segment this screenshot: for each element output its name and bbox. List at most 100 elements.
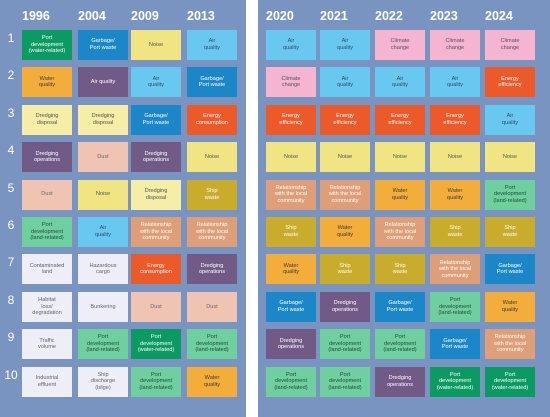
cell-label: Relationship with the local community — [438, 259, 472, 279]
cell-label: Dredging operations — [198, 262, 226, 276]
cell-label: Port development (land-related) — [328, 371, 362, 391]
cell-label: Water quality — [391, 188, 409, 201]
cell-noise-2013-rank-4: Noise — [187, 142, 237, 173]
cell-noise-2009-rank-1: Noise — [131, 30, 181, 60]
cell-air-2020-rank-1: Air quality — [266, 30, 316, 60]
cell-relationship-2009-rank-6: Relationship with the local community — [131, 217, 181, 247]
cell-label: Dust — [41, 191, 53, 198]
cell-energy-cons-2009-rank-7: Energy consumption — [131, 254, 181, 285]
cell-climate-2020-rank-2: Climate change — [266, 67, 316, 98]
cell-label: Port development (land-related) — [139, 371, 173, 391]
cell-label: Air quality — [446, 75, 464, 89]
cell-label: Water quality — [446, 188, 464, 201]
cell-label: Port development (water-related) — [491, 371, 529, 391]
cell-energy-cons-2013-rank-3: Energy consumption — [187, 104, 237, 135]
cell-dust-2009-rank-8: Dust — [131, 291, 181, 322]
cell-air-2004-rank-6: Air quality — [78, 217, 128, 247]
cell-label: Air quality — [147, 75, 165, 89]
cell-dredging-ops-2013-rank-7: Dredging operations — [187, 254, 237, 285]
cell-relationship-2020-rank-5: Relationship with the local community — [266, 179, 316, 210]
cell-label: Ship waste — [392, 262, 408, 276]
cell-air-2021-rank-2: Air quality — [320, 67, 370, 98]
cell-port-dev-water-1996-rank-1: Port development (water-related) — [22, 30, 72, 60]
cell-climate-2022-rank-1: Climate change — [375, 30, 425, 60]
cell-port-dev-land-2021-rank-10: Port development (land-related) — [320, 366, 370, 397]
rank-label-5: 5 — [7, 180, 15, 195]
rank-label-4: 4 — [7, 143, 15, 158]
cell-label: Hazardous cargo — [89, 262, 117, 276]
cell-label: Relationship with the local community — [328, 184, 362, 204]
cell-port-dev-land-2023-rank-8: Port development (land-related) — [430, 291, 480, 322]
cell-port-dev-land-2021-rank-9: Port development (land-related) — [320, 329, 370, 360]
cell-label: Water quality — [203, 375, 221, 388]
cell-air-2022-rank-2: Air quality — [375, 67, 425, 98]
cell-garbage-2023-rank-9: Garbage/ Port waste — [430, 329, 480, 360]
cell-label: Dust — [150, 303, 162, 310]
cell-label: Bunkering — [90, 303, 116, 310]
cell-label: Ship waste — [337, 262, 353, 276]
cell-water-2013-rank-10: Water quality — [187, 366, 237, 397]
cell-port-dev-land-1996-rank-6: Port development (land-related) — [22, 217, 72, 247]
cell-label: Water quality — [336, 225, 354, 238]
cell-label: Energy efficiency — [498, 75, 522, 89]
cell-label: Noise — [95, 191, 111, 198]
cell-label: Air quality — [90, 79, 116, 86]
year-header-2024: 2024 — [485, 9, 513, 23]
cell-label: Garbage/ Port waste — [277, 300, 305, 313]
cell-dredging-ops-2021-rank-8: Dredging operations — [320, 291, 370, 322]
cell-garbage-2013-rank-2: Garbage/ Port waste — [187, 67, 237, 98]
cell-label: Garbage/ Port waste — [89, 38, 117, 51]
year-header-2009: 2009 — [131, 9, 159, 23]
cell-label: Climate change — [445, 38, 465, 51]
cell-label: Noise — [502, 153, 518, 160]
cell-garbage-2024-rank-7: Garbage/ Port waste — [485, 254, 535, 285]
cell-label: Noise — [204, 153, 220, 160]
cell-air-2021-rank-1: Air quality — [320, 30, 370, 60]
cell-label: Industrial effluent — [35, 375, 59, 388]
rank-label-3: 3 — [7, 105, 15, 120]
rank-label-1: 1 — [7, 31, 15, 45]
cell-label: Dredging operations — [142, 150, 170, 164]
cell-label: Ship waste — [204, 188, 220, 201]
cell-relationship-2023-rank-7: Relationship with the local community — [430, 254, 480, 285]
cell-label: Air quality — [282, 38, 300, 51]
year-header-2020: 2020 — [266, 9, 294, 23]
cell-label: Energy efficiency — [333, 113, 357, 126]
cell-label: Dredging disposal — [144, 188, 168, 201]
cell-port-dev-water-2009-rank-9: Port development (water-related) — [131, 329, 181, 360]
cell-noise-2004-rank-5: Noise — [78, 179, 128, 210]
cell-label: Water quality — [501, 300, 519, 313]
cell-label: Energy efficiency — [388, 113, 412, 126]
cell-label: Dredging operations — [277, 337, 305, 351]
cell-label: Climate change — [500, 38, 520, 51]
cell-label: Noise — [283, 153, 299, 160]
cell-ship-waste-2022-rank-7: Ship waste — [375, 254, 425, 285]
cell-relationship-2013-rank-6: Relationship with the local community — [187, 217, 237, 247]
cell-water-2024-rank-8: Water quality — [485, 291, 535, 322]
cell-label: Port development (water-related) — [137, 334, 175, 354]
cell-dust-2004-rank-4: Dust — [78, 142, 128, 173]
cell-relationship-2022-rank-6: Relationship with the local community — [375, 217, 425, 247]
cell-label: Climate change — [281, 75, 301, 89]
cell-water-2023-rank-5: Water quality — [430, 179, 480, 210]
cell-label: Port development (land-related) — [438, 296, 472, 317]
cell-garbage-2009-rank-3: Garbage/ Port waste — [131, 104, 181, 135]
cell-label: Port development (land-related) — [383, 334, 417, 354]
cell-label: Climate change — [390, 38, 410, 51]
cell-dredging-disp-2004-rank-3: Dredging disposal — [78, 104, 128, 135]
cell-label: Habitat loss/ degradation — [32, 296, 62, 317]
cell-water-2022-rank-5: Water quality — [375, 179, 425, 210]
cell-energy-2020-rank-3: Energy efficiency — [266, 104, 316, 135]
year-header-1996: 1996 — [22, 9, 50, 23]
rank-label-6: 6 — [7, 218, 15, 232]
cell-port-dev-land-2009-rank-10: Port development (land-related) — [131, 366, 181, 397]
cell-label: Garbage/ Port waste — [441, 337, 469, 351]
cell-energy-2024-rank-2: Energy efficiency — [485, 67, 535, 98]
cell-label: Energy consumption — [196, 113, 228, 126]
cell-label: Dredging operations — [33, 150, 61, 164]
cell-ship-waste-2023-rank-6: Ship waste — [430, 217, 480, 247]
rank-label-8: 8 — [7, 292, 15, 307]
cell-industrial-1996-rank-10: Industrial effluent — [22, 366, 72, 397]
cell-dredging-ops-1996-rank-4: Dredging operations — [22, 142, 72, 173]
